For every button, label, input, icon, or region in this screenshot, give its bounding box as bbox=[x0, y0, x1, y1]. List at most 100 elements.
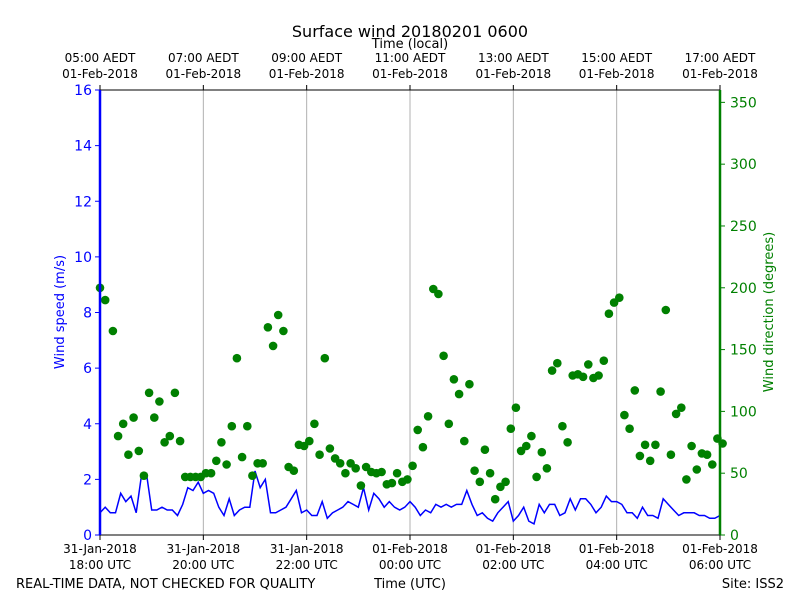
wind-direction-point bbox=[444, 419, 454, 429]
chart-title: Surface wind 20180201 0600 bbox=[292, 22, 528, 41]
top-tick-date: 01-Feb-2018 bbox=[62, 67, 138, 81]
gridlines bbox=[202, 90, 618, 535]
wind-direction-point bbox=[475, 477, 485, 487]
wind-direction-point bbox=[165, 431, 175, 441]
wind-direction-point bbox=[594, 371, 603, 380]
wind-direction-point bbox=[155, 397, 164, 406]
wind-direction-point bbox=[511, 403, 521, 413]
top-axis-ticks: 05:00 AEDT 01-Feb-2018 07:00 AEDT 01-Feb-20… bbox=[62, 51, 758, 90]
wind-direction-point bbox=[305, 436, 314, 446]
left-tick-label: 4 bbox=[83, 417, 92, 433]
right-tick-label: 150 bbox=[730, 343, 757, 359]
wind-direction-point bbox=[460, 436, 469, 446]
wind-direction-point bbox=[222, 460, 231, 469]
wind-direction-point bbox=[449, 375, 459, 384]
top-tick-date: 01-Feb-2018 bbox=[165, 67, 241, 81]
wind-direction-point bbox=[273, 310, 283, 320]
wind-direction-point bbox=[279, 326, 288, 336]
wind-direction-series bbox=[95, 283, 727, 504]
wind-direction-point bbox=[465, 379, 474, 389]
top-tick-time: 07:00 AEDT bbox=[168, 51, 239, 65]
wind-direction-point bbox=[537, 447, 547, 457]
left-tick-label: 12 bbox=[74, 194, 92, 210]
bottom-tick-time: 18:00 UTC bbox=[69, 558, 131, 572]
wind-direction-point bbox=[620, 410, 629, 420]
wind-direction-point bbox=[604, 309, 614, 319]
wind-direction-point bbox=[682, 475, 691, 484]
bottom-tick-date: 01-Feb-2018 bbox=[579, 542, 655, 556]
wind-direction-point bbox=[160, 438, 169, 447]
left-tick-label: 2 bbox=[83, 472, 92, 488]
wind-direction-point bbox=[480, 445, 490, 455]
bottom-tick-time: 04:00 UTC bbox=[586, 558, 648, 572]
wind-direction-point bbox=[625, 424, 634, 434]
top-axis-label: Time (local) bbox=[371, 37, 448, 52]
wind-direction-point bbox=[522, 441, 531, 451]
wind-direction-point bbox=[310, 419, 319, 429]
wind-direction-point bbox=[578, 372, 588, 382]
site-label: Site: ISS2 bbox=[722, 577, 784, 592]
wind-direction-point bbox=[108, 326, 118, 336]
wind-direction-point bbox=[563, 438, 572, 447]
top-tick-date: 01-Feb-2018 bbox=[372, 67, 448, 81]
left-axis-label: Wind speed (m/s) bbox=[53, 255, 68, 369]
wind-direction-point bbox=[418, 442, 428, 452]
left-tick-label: 0 bbox=[83, 528, 92, 544]
wind-direction-point bbox=[485, 468, 495, 478]
wind-direction-point bbox=[708, 460, 717, 469]
bottom-tick-time: 20:00 UTC bbox=[172, 558, 234, 572]
wind-direction-point bbox=[232, 353, 242, 363]
wind-direction-point bbox=[144, 388, 154, 398]
bottom-tick-time: 06:00 UTC bbox=[689, 558, 751, 572]
wind-direction-point bbox=[150, 413, 159, 422]
wind-direction-point bbox=[289, 466, 299, 476]
wind-direction-point bbox=[134, 446, 144, 456]
footer-note: REAL-TIME DATA, NOT CHECKED FOR QUALITY bbox=[16, 577, 315, 592]
wind-direction-point bbox=[113, 431, 123, 441]
top-tick-date: 01-Feb-2018 bbox=[682, 67, 758, 81]
wind-direction-point bbox=[666, 450, 676, 460]
right-tick-label: 200 bbox=[730, 281, 757, 297]
wind-direction-point bbox=[558, 421, 567, 431]
wind-direction-point bbox=[217, 438, 226, 447]
wind-direction-point bbox=[129, 413, 138, 422]
right-tick-label: 350 bbox=[730, 95, 757, 111]
wind-direction-point bbox=[356, 481, 366, 490]
bottom-tick-date: 31-Jan-2018 bbox=[270, 542, 344, 556]
right-axis-label: Wind direction (degrees) bbox=[762, 232, 777, 392]
wind-speed-line bbox=[99, 470, 721, 526]
wind-direction-point bbox=[315, 450, 324, 460]
wind-direction-point bbox=[615, 293, 624, 303]
wind-direction-point bbox=[258, 459, 268, 468]
wind-direction-point bbox=[640, 440, 650, 450]
left-tick-label: 14 bbox=[74, 139, 92, 155]
wind-direction-point bbox=[651, 440, 660, 450]
bottom-tick-date: 01-Feb-2018 bbox=[682, 542, 758, 556]
wind-direction-point bbox=[490, 494, 500, 504]
wind-direction-point bbox=[118, 419, 128, 429]
right-tick-label: 100 bbox=[730, 404, 757, 420]
wind-direction-point bbox=[645, 456, 655, 466]
left-tick-label: 10 bbox=[74, 250, 92, 266]
bottom-tick-time: 00:00 UTC bbox=[379, 558, 441, 572]
wind-direction-point bbox=[408, 461, 417, 471]
wind-direction-point bbox=[454, 389, 464, 399]
wind-direction-point bbox=[501, 477, 510, 487]
top-tick-date: 01-Feb-2018 bbox=[269, 67, 345, 81]
top-tick-time: 13:00 AEDT bbox=[478, 51, 549, 65]
top-tick-time: 05:00 AEDT bbox=[65, 51, 136, 65]
wind-direction-point bbox=[661, 305, 671, 315]
wind-direction-point bbox=[671, 409, 681, 419]
wind-direction-point bbox=[248, 471, 257, 481]
wind-direction-point bbox=[542, 464, 552, 473]
wind-direction-point bbox=[547, 366, 557, 375]
bottom-tick-date: 31-Jan-2018 bbox=[167, 542, 241, 556]
wind-direction-point bbox=[702, 450, 712, 460]
wind-direction-point bbox=[377, 467, 386, 477]
right-tick-label: 0 bbox=[730, 528, 739, 544]
wind-direction-point bbox=[677, 403, 686, 413]
wind-direction-point bbox=[243, 421, 252, 431]
top-tick-time: 17:00 AEDT bbox=[685, 51, 756, 65]
top-tick-date: 01-Feb-2018 bbox=[475, 67, 551, 81]
wind-direction-point bbox=[139, 471, 149, 481]
